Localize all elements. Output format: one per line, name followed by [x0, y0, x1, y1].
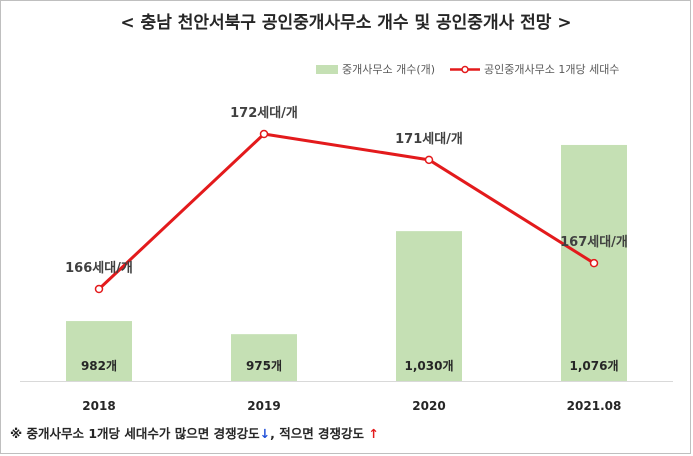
- legend-line-marker: [461, 65, 469, 74]
- chart-title: < 충남 천안서북구 공인중개사무소 개수 및 공인중개사 전망 >: [120, 13, 571, 33]
- footnote-part2: , 적으면 경쟁강도: [270, 426, 368, 441]
- line-point-2018: [94, 284, 104, 294]
- line-point-2020: [424, 155, 434, 165]
- legend: 중개사무소 개수(개) 공인중개사무소 1개당 세대수: [316, 63, 619, 76]
- category-label-2018: 2018: [82, 399, 115, 413]
- bar-label-2021.08: 1,076개: [570, 359, 619, 373]
- category-label-2020: 2020: [412, 399, 445, 413]
- bar-2018: [66, 321, 132, 381]
- category-label-2021.08: 2021.08: [567, 399, 622, 413]
- arrow-down-icon: ↓: [260, 426, 270, 441]
- bar-2020: [396, 231, 462, 381]
- line-label-2020: 171세대/개: [395, 132, 463, 147]
- line-data-labels: 166세대/개 172세대/개 171세대/개 167세대/개: [65, 106, 628, 276]
- footnote: ※ 중개사무소 1개당 세대수가 많으면 경쟁강도↓, 적으면 경쟁강도 ↑: [10, 426, 379, 441]
- category-label-2019: 2019: [247, 399, 280, 413]
- line-label-2019: 172세대/개: [230, 106, 298, 121]
- arrow-up-icon: ↑: [368, 426, 378, 441]
- footnote-part1: ※ 중개사무소 1개당 세대수가 많으면 경쟁강도: [10, 426, 260, 441]
- legend-line-label: 공인중개사무소 1개당 세대수: [484, 63, 619, 76]
- bar-data-labels: 982개 975개 1,030개 1,076개: [81, 359, 619, 373]
- category-labels: 2018 2019 2020 2021.08: [82, 399, 621, 413]
- legend-bar-swatch: [316, 65, 338, 74]
- bar-label-2018: 982개: [81, 359, 117, 373]
- line-path: [97, 132, 595, 291]
- bar-label-2019: 975개: [246, 359, 282, 373]
- line-label-2018: 166세대/개: [65, 261, 133, 276]
- bar-label-2020: 1,030개: [405, 359, 454, 373]
- line-point-2019: [259, 129, 269, 139]
- line-label-2021.08: 167세대/개: [560, 235, 628, 250]
- legend-bar-label: 중개사무소 개수(개): [342, 63, 435, 76]
- line-point-2021.08: [589, 258, 599, 268]
- bar-2019: [231, 334, 297, 381]
- bar-series: [66, 144, 627, 381]
- line-series: [94, 129, 599, 294]
